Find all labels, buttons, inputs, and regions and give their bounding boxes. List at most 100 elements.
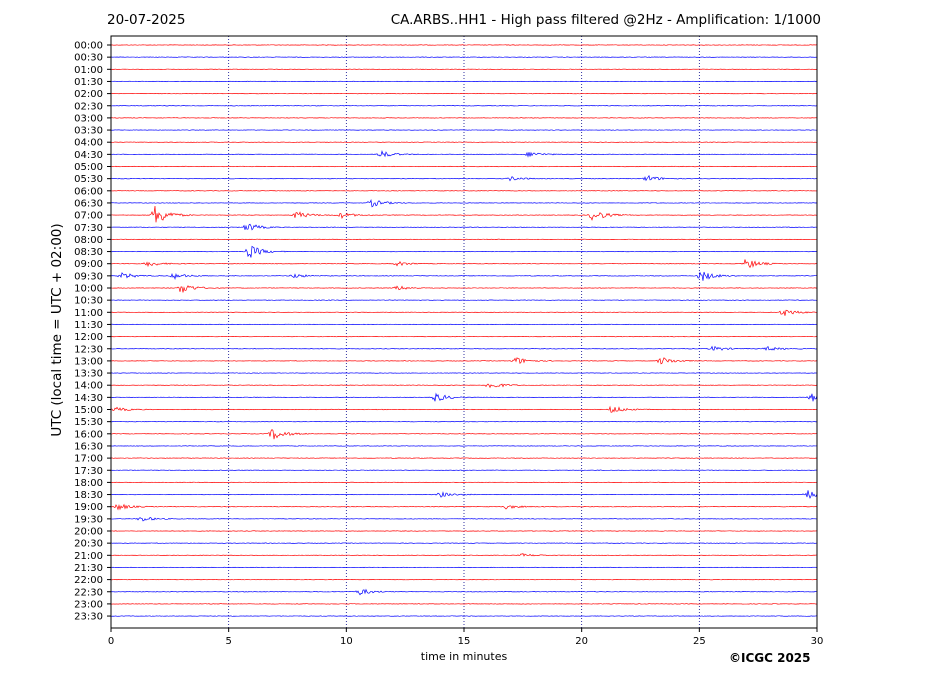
y-tick-label: 19:00 — [74, 502, 103, 513]
trace-row-0500 — [110, 165, 817, 168]
y-tick-label: 19:30 — [74, 514, 103, 525]
trace-row-2200 — [110, 578, 818, 581]
y-tick-label: 16:30 — [74, 441, 103, 452]
plot-frame — [110, 35, 818, 629]
trace-lines — [110, 44, 818, 617]
trace-row-1700 — [110, 457, 818, 459]
y-tick-label: 04:00 — [74, 138, 103, 149]
x-tick-labels: 0 5 10 15 20 25 30 — [108, 628, 824, 647]
y-tick-label: 08:00 — [74, 235, 103, 246]
y-tick-label: 07:30 — [74, 223, 103, 234]
trace-row-1500 — [110, 405, 818, 413]
trace-row-2030 — [111, 542, 818, 544]
trace-row-1900 — [110, 503, 818, 511]
y-tick-label: 22:30 — [74, 587, 103, 598]
y-tick-label: 21:30 — [74, 563, 103, 574]
y-tick-label: 05:30 — [74, 174, 103, 185]
trace-row-1930 — [110, 516, 818, 522]
y-tick-label: 20:30 — [74, 539, 103, 550]
x-axis-label: time in minutes — [420, 650, 508, 663]
trace-row-0700 — [110, 206, 818, 223]
trace-row-1600 — [110, 428, 818, 440]
y-tick-label: 03:00 — [74, 113, 103, 124]
y-tick-label: 09:30 — [74, 271, 103, 282]
trace-row-2100 — [110, 552, 818, 557]
y-tick-label: 22:00 — [74, 575, 103, 586]
trace-row-1100 — [110, 309, 818, 316]
trace-row-1230 — [110, 345, 818, 351]
y-tick-label: 10:30 — [74, 296, 103, 307]
trace-row-1200 — [110, 335, 818, 338]
y-tick-label: 15:30 — [74, 417, 103, 428]
trace-row-0230 — [110, 105, 818, 107]
y-tick-label: 13:30 — [74, 369, 103, 380]
trace-row-1000 — [110, 285, 818, 293]
y-tick-label: 01:00 — [74, 65, 103, 76]
trace-row-0430 — [110, 150, 818, 158]
trace-row-1030 — [110, 299, 818, 301]
y-tick-label: 02:30 — [74, 101, 103, 112]
trace-row-0630 — [110, 198, 818, 208]
x-tick-label: 5 — [225, 636, 231, 647]
y-tick-label: 18:00 — [74, 478, 103, 489]
x-tick-label: 10 — [340, 636, 353, 647]
y-tick-label: 17:00 — [74, 454, 103, 465]
y-tick-label: 18:30 — [74, 490, 103, 501]
trace-row-1530 — [110, 421, 818, 423]
y-tick-label: 06:00 — [74, 186, 103, 197]
trace-row-0730 — [110, 223, 818, 231]
grid-lines — [228, 36, 700, 628]
y-tick-label: 15:00 — [74, 405, 103, 416]
y-tick-label: 11:00 — [74, 308, 103, 319]
chart-title: CA.ARBS..HH1 - High pass filtered @2Hz -… — [390, 12, 821, 28]
trace-row-0030 — [110, 56, 818, 58]
y-tick-label: 12:30 — [74, 344, 103, 355]
y-tick-label: 13:00 — [74, 356, 103, 367]
y-tick-label: 05:00 — [74, 162, 103, 173]
y-tick-label: 23:30 — [74, 612, 103, 623]
x-tick-label: 0 — [108, 636, 114, 647]
x-tick-label: 25 — [693, 636, 706, 647]
trace-row-0330 — [110, 129, 818, 131]
y-tick-label: 06:30 — [74, 198, 103, 209]
trace-row-1630 — [110, 445, 818, 447]
trace-row-2300 — [110, 603, 818, 605]
y-tick-label: 11:30 — [74, 320, 103, 331]
trace-row-0930 — [110, 271, 818, 281]
y-tick-label: 12:00 — [74, 332, 103, 343]
y-tick-label: 08:30 — [74, 247, 103, 258]
copyright-notice: ©ICGC 2025 — [729, 651, 811, 665]
x-tick-label: 20 — [575, 636, 588, 647]
trace-row-0000 — [110, 44, 818, 46]
trace-row-0300 — [110, 117, 818, 119]
trace-row-0800 — [110, 238, 818, 241]
y-tick-label: 14:00 — [74, 381, 103, 392]
y-tick-label: 09:00 — [74, 259, 103, 270]
trace-row-1130 — [110, 323, 818, 326]
trace-row-0530 — [110, 174, 818, 182]
y-tick-label: 04:30 — [74, 150, 103, 161]
trace-row-0600 — [110, 190, 818, 192]
trace-row-0400 — [110, 141, 818, 143]
trace-row-2130 — [110, 566, 818, 569]
trace-row-0830 — [110, 245, 818, 258]
trace-row-1730 — [111, 469, 818, 471]
x-tick-label: 15 — [458, 636, 471, 647]
trace-row-2000 — [110, 530, 818, 532]
y-tick-label: 07:00 — [74, 211, 103, 222]
trace-row-0900 — [110, 259, 818, 269]
chart-date: 20-07-2025 — [107, 12, 186, 28]
y-tick-label: 03:30 — [74, 126, 103, 137]
trace-row-1300 — [110, 357, 818, 365]
trace-row-1330 — [110, 372, 818, 374]
trace-row-2230 — [110, 588, 818, 596]
x-tick-label: 30 — [811, 636, 824, 647]
trace-row-0130 — [110, 80, 818, 83]
trace-row-1430 — [110, 392, 818, 402]
y-tick-label: 02:00 — [74, 89, 103, 100]
trace-row-0100 — [110, 68, 818, 70]
trace-row-1400 — [110, 383, 818, 389]
y-tick-label: 00:30 — [74, 53, 103, 64]
